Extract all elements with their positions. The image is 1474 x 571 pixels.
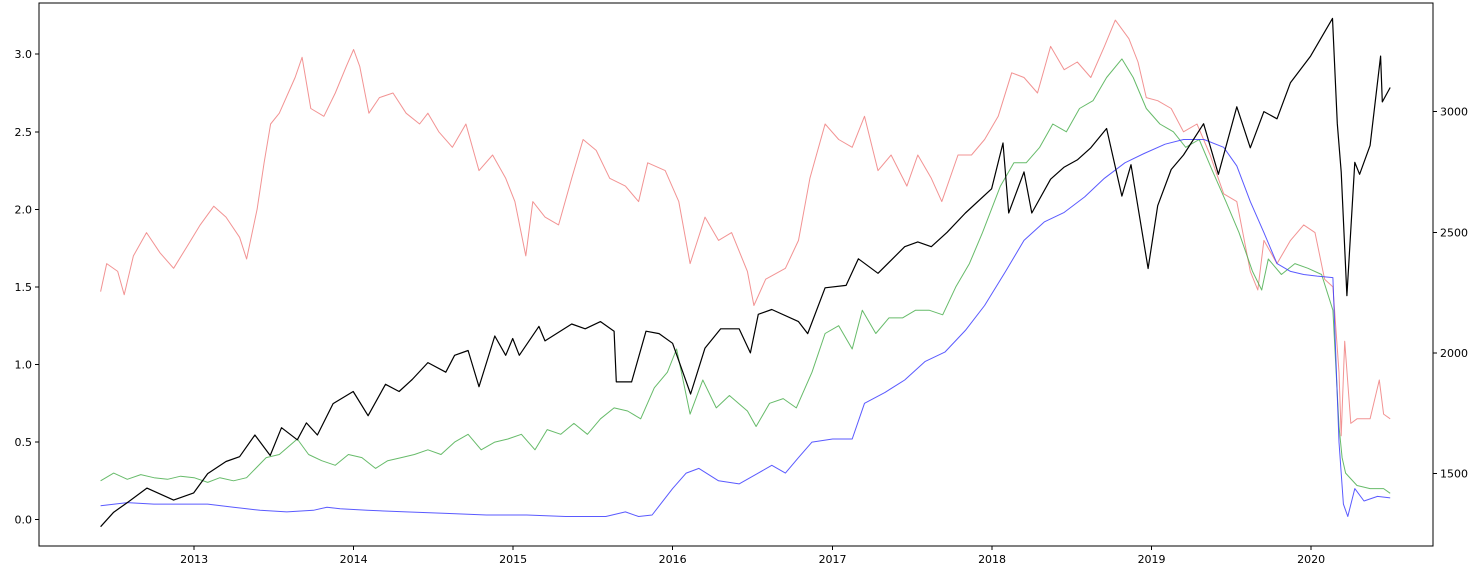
series-line-2 xyxy=(100,58,1391,494)
left-y-tick-label: 0.0 xyxy=(15,514,33,527)
series-line-1 xyxy=(100,19,1391,437)
right-y-tick-label: 1500 xyxy=(1440,468,1468,481)
x-tick-label: 2014 xyxy=(340,553,368,566)
x-tick-label: 2015 xyxy=(499,553,527,566)
left-y-tick-label: 2.5 xyxy=(15,126,33,139)
x-tick-label: 2013 xyxy=(180,553,208,566)
series-line-3 xyxy=(100,139,1391,517)
x-axis-ticks: 2013 2014 2015 2016 2017 2018 2019 2020 xyxy=(180,546,1325,566)
series-layer xyxy=(100,17,1391,528)
left-y-tick-label: 1.0 xyxy=(15,358,33,371)
left-y-axis-ticks: 0.0 0.5 1.0 1.5 2.0 2.5 3.0 xyxy=(15,48,39,527)
left-y-tick-label: 3.0 xyxy=(15,48,33,61)
x-tick-label: 2016 xyxy=(659,553,687,566)
right-y-tick-label: 2000 xyxy=(1440,347,1468,360)
left-y-tick-label: 1.5 xyxy=(15,281,33,294)
right-y-tick-label: 2500 xyxy=(1440,226,1468,239)
series-line-4 xyxy=(100,17,1391,528)
left-y-tick-label: 2.0 xyxy=(15,203,33,216)
right-y-axis-ticks: 1500 2000 2500 3000 xyxy=(1433,106,1468,481)
plot-frame xyxy=(38,2,1434,547)
left-y-tick-label: 0.5 xyxy=(15,436,33,449)
x-tick-label: 2018 xyxy=(978,553,1006,566)
x-tick-label: 2020 xyxy=(1297,553,1325,566)
x-tick-label: 2017 xyxy=(819,553,847,566)
plot-background xyxy=(39,3,1433,546)
x-tick-label: 2019 xyxy=(1138,553,1166,566)
right-y-tick-label: 3000 xyxy=(1440,106,1468,119)
